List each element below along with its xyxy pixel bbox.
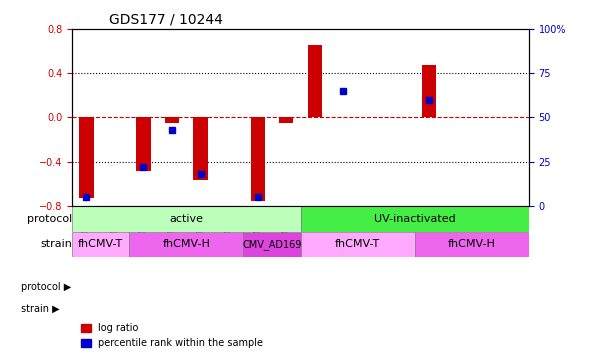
Bar [308,45,322,117]
Bar [79,117,94,198]
FancyBboxPatch shape [129,232,243,257]
FancyBboxPatch shape [300,232,415,257]
FancyBboxPatch shape [415,232,529,257]
FancyBboxPatch shape [72,232,129,257]
Text: UV-inactivated: UV-inactivated [374,214,456,224]
Text: GDS177 / 10244: GDS177 / 10244 [109,12,222,26]
Text: strain ▶: strain ▶ [21,304,59,314]
Text: fhCMV-T: fhCMV-T [78,239,123,249]
Text: CMV_AD169: CMV_AD169 [242,239,302,250]
FancyBboxPatch shape [243,232,300,257]
Text: fhCMV-H: fhCMV-H [448,239,496,249]
Text: protocol ▶: protocol ▶ [21,282,72,292]
FancyBboxPatch shape [300,206,529,232]
Bar [165,117,179,123]
Text: fhCMV-T: fhCMV-T [335,239,380,249]
Text: strain: strain [40,239,72,249]
Bar [136,117,151,171]
Bar [251,117,265,201]
Legend: log ratio, percentile rank within the sample: log ratio, percentile rank within the sa… [77,320,267,352]
Bar [279,117,293,123]
Bar [194,117,208,180]
Text: protocol: protocol [27,214,72,224]
Bar [422,65,436,117]
FancyBboxPatch shape [72,206,300,232]
Text: active: active [169,214,203,224]
Text: fhCMV-H: fhCMV-H [162,239,210,249]
